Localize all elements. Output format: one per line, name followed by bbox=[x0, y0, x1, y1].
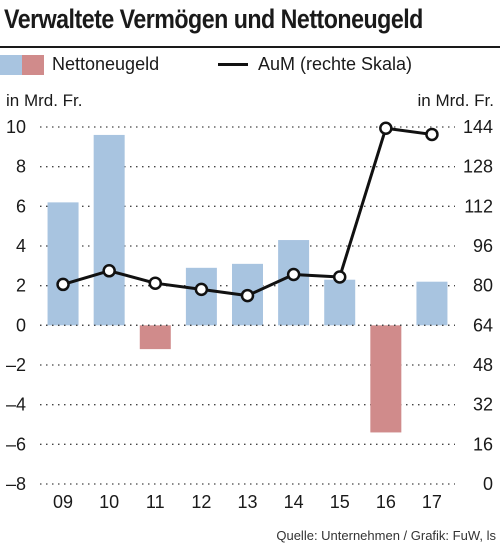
bar-09 bbox=[47, 202, 79, 326]
left-tick-label: 8 bbox=[16, 157, 26, 177]
chart-title: Verwaltete Vermögen und Nettoneugeld bbox=[4, 4, 423, 34]
source-note: Quelle: Unternehmen / Grafik: FuW, ls bbox=[276, 528, 496, 543]
right-tick-label: 16 bbox=[473, 434, 493, 454]
aum-line bbox=[56, 121, 439, 303]
x-tick-label: 13 bbox=[237, 492, 257, 512]
bar-10 bbox=[93, 134, 125, 326]
aum-point-10 bbox=[102, 264, 116, 278]
x-tick-label: 14 bbox=[284, 492, 304, 512]
right-tick-label: 144 bbox=[463, 117, 493, 137]
x-tick-label: 15 bbox=[330, 492, 350, 512]
right-tick-label: 128 bbox=[463, 157, 493, 177]
legend-item-bars: Nettoneugeld bbox=[0, 54, 159, 75]
right-tick-label: 96 bbox=[473, 236, 493, 256]
right-tick-label: 48 bbox=[473, 355, 493, 375]
bar-12 bbox=[185, 267, 217, 326]
x-tick-label: 16 bbox=[376, 492, 396, 512]
right-tick-label: 80 bbox=[473, 276, 493, 296]
legend-label-bars: Nettoneugeld bbox=[52, 54, 160, 74]
left-tick-label: 6 bbox=[16, 196, 26, 216]
bar-17 bbox=[416, 281, 448, 326]
right-tick-label: 32 bbox=[473, 395, 493, 415]
title-rule bbox=[0, 46, 500, 48]
legend-line-swatch bbox=[218, 63, 248, 66]
left-axis-unit: in Mrd. Fr. bbox=[6, 91, 83, 110]
legend-swatch-negative bbox=[22, 54, 44, 75]
x-axis-ticks: 09 10 11 12 13 14 15 16 17 bbox=[53, 492, 442, 512]
x-tick-label: 11 bbox=[146, 492, 165, 512]
right-tick-label: 112 bbox=[464, 196, 493, 216]
left-tick-label: –4 bbox=[6, 395, 26, 415]
right-tick-label: 64 bbox=[473, 315, 493, 335]
x-tick-label: 09 bbox=[53, 492, 73, 512]
left-tick-label: 0 bbox=[16, 315, 26, 335]
aum-point-13 bbox=[240, 288, 255, 303]
left-tick-label: 2 bbox=[16, 276, 26, 296]
left-tick-label: 4 bbox=[16, 236, 26, 256]
bar-14 bbox=[278, 240, 310, 326]
bar-15 bbox=[324, 279, 356, 326]
legend-item-line: AuM (rechte Skala) bbox=[218, 54, 412, 75]
x-tick-label: 12 bbox=[191, 492, 211, 512]
legend-label-line: AuM (rechte Skala) bbox=[258, 54, 413, 74]
aum-point-09 bbox=[56, 277, 70, 292]
legend-swatch-positive bbox=[0, 54, 22, 75]
left-axis-ticks: 10 8 6 4 2 0 –2 –4 –6 –8 bbox=[6, 117, 26, 494]
aum-point-15 bbox=[332, 270, 347, 284]
right-axis-ticks: 144 128 112 96 80 64 48 32 16 0 bbox=[463, 117, 493, 494]
right-tick-label: 0 bbox=[483, 474, 493, 494]
left-tick-label: 10 bbox=[6, 117, 26, 137]
aum-point-16 bbox=[379, 121, 393, 135]
left-tick-label: –2 bbox=[6, 355, 26, 375]
bars bbox=[47, 134, 448, 433]
bar-16 bbox=[370, 325, 402, 433]
bar-11 bbox=[139, 325, 171, 350]
x-tick-label: 10 bbox=[99, 492, 119, 512]
aum-point-14 bbox=[286, 267, 301, 282]
aum-point-17 bbox=[425, 127, 439, 142]
left-tick-label: –8 bbox=[6, 474, 26, 494]
x-tick-label: 17 bbox=[422, 492, 442, 512]
aum-point-11 bbox=[148, 276, 163, 290]
left-tick-label: –6 bbox=[6, 434, 26, 454]
aum-point-12 bbox=[194, 282, 209, 297]
right-axis-unit: in Mrd. Fr. bbox=[417, 91, 494, 110]
